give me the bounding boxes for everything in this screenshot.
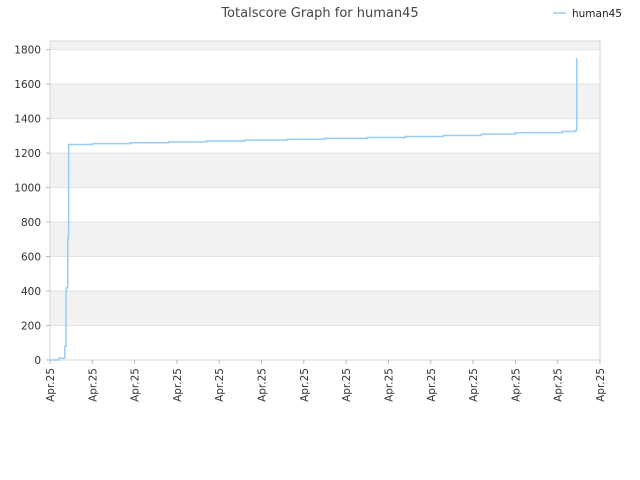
- x-tick-label: Apr.25: [468, 368, 480, 402]
- x-axis-ticks: Apr.25 Apr.25 Apr.25 Apr.25 Apr.25 Apr.25 Apr.…: [45, 360, 607, 402]
- x-tick-label: Apr.25: [595, 368, 607, 402]
- x-tick-label: Apr.25: [45, 368, 57, 402]
- series-group: [50, 58, 578, 361]
- grid-band: [50, 222, 600, 257]
- x-tick-label: Apr.25: [130, 368, 142, 402]
- y-tick-label: 1600: [14, 79, 41, 91]
- x-tick-label: Apr.25: [257, 368, 269, 402]
- grid-bands: [50, 41, 600, 326]
- x-tick-label: Apr.25: [299, 368, 311, 402]
- x-tick-label: Apr.25: [341, 368, 353, 402]
- x-tick-label: Apr.25: [214, 368, 226, 402]
- grid-band: [50, 291, 600, 326]
- y-tick-label: 1400: [14, 114, 41, 126]
- x-tick-label: Apr.25: [383, 368, 395, 402]
- y-tick-label: 1200: [14, 148, 41, 160]
- y-tick-label: 400: [21, 286, 41, 298]
- series-line-human45: [50, 58, 578, 361]
- x-tick-label: Apr.25: [87, 368, 99, 402]
- grid-band: [50, 84, 600, 119]
- y-tick-label: 800: [21, 217, 41, 229]
- grid-band: [50, 41, 600, 50]
- plot-area-frame: [49, 40, 601, 361]
- y-tick-label: 200: [21, 321, 41, 333]
- y-tick-label: 1000: [14, 183, 41, 195]
- legend-label-human45: human45: [572, 8, 622, 20]
- y-tick-label: 600: [21, 252, 41, 264]
- grid-band: [50, 153, 600, 188]
- legend: human45: [553, 8, 622, 20]
- y-tick-label: 1800: [14, 45, 41, 57]
- chart-title: Totalscore Graph for human45: [220, 6, 418, 21]
- x-tick-label: Apr.25: [510, 368, 522, 402]
- x-tick-label: Apr.25: [553, 368, 565, 402]
- x-tick-label: Apr.25: [172, 368, 184, 402]
- x-tick-label: Apr.25: [426, 368, 438, 402]
- y-axis-ticks: 0 200 400 600 800 1000 1200 1400 1600 1800: [14, 45, 50, 367]
- y-tick-label: 0: [34, 355, 41, 367]
